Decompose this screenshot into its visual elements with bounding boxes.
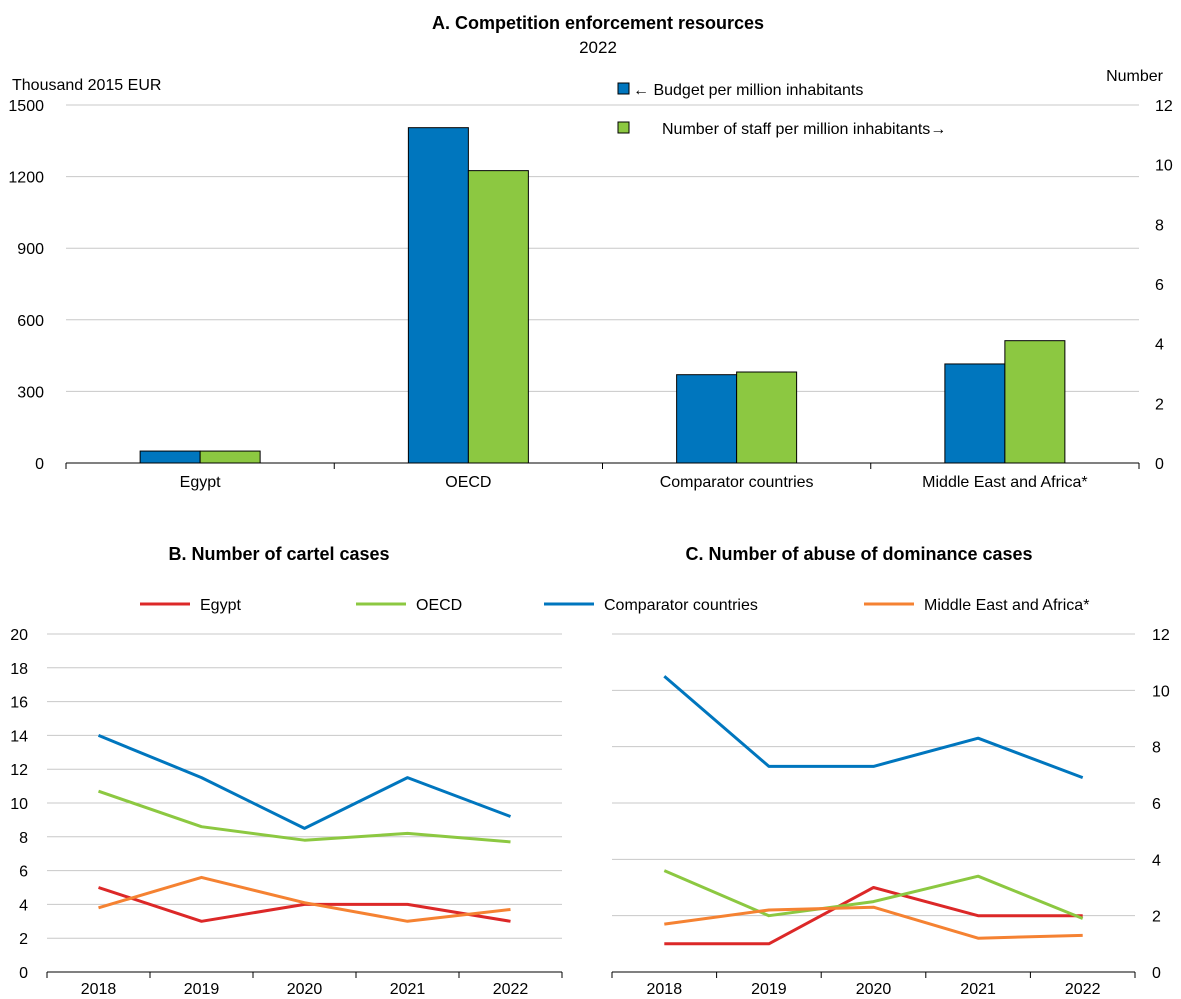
panel-c-tick-label: 2 — [1152, 909, 1161, 926]
panel-a-left-tick-label: 0 — [35, 456, 44, 473]
panel-c-tick-label: 12 — [1152, 627, 1170, 644]
panel-b-x-label: 2019 — [184, 981, 220, 998]
panel-c-tick-label: 0 — [1152, 965, 1161, 982]
legend-label-comparator: Comparator countries — [604, 597, 758, 614]
panel-b-series-comparator-countries — [97, 734, 512, 830]
panel-c-x-label: 2022 — [1065, 981, 1101, 998]
bar-budget — [676, 374, 738, 464]
panel-c-series-oecd — [663, 869, 1084, 920]
bar-budget — [139, 450, 201, 464]
panel-b-x-label: 2020 — [287, 981, 323, 998]
panel-a-left-tick-label: 300 — [17, 384, 44, 401]
panel-c-series-comparator-countries — [663, 675, 1084, 780]
bar-staff — [199, 450, 261, 464]
panel-c-x-label: 2021 — [960, 981, 996, 998]
panel-a-right-tick-label: 10 — [1155, 158, 1173, 175]
panel-a-category-label: Middle East and Africa* — [922, 474, 1087, 491]
panel-a-left-axis-label: Thousand 2015 EUR — [12, 77, 161, 94]
panel-b-title: B. Number of cartel cases — [168, 544, 389, 564]
panel-b-x-label: 2022 — [493, 981, 529, 998]
panel-a-right-tick-label: 0 — [1155, 456, 1164, 473]
panel-c-tick-label: 8 — [1152, 740, 1161, 757]
panel-a-right-axis-label: Number — [1106, 68, 1164, 85]
panel-b-tick-label: 0 — [19, 965, 28, 982]
panel-c-series-middle-east-and-africa- — [664, 905, 1083, 940]
panel-a-right-tick-label: 4 — [1155, 337, 1164, 354]
panel-b-series-middle-east-and-africa- — [98, 875, 511, 923]
panel-a-right-tick-label: 2 — [1155, 396, 1164, 413]
panel-a-right-tick-label: 8 — [1155, 217, 1164, 234]
legend-label-egypt: Egypt — [200, 597, 241, 614]
panel-a-left-tick-label: 1200 — [8, 170, 44, 187]
panel-a-category-label: Egypt — [180, 474, 221, 491]
panel-b-series-oecd — [98, 789, 511, 844]
panel-a-left-tick-label: 900 — [17, 241, 44, 258]
panel-b-tick-label: 10 — [10, 796, 28, 813]
legend-label-staff: Number of staff per million inhabitants→ — [662, 121, 946, 138]
panel-b-tick-label: 18 — [10, 661, 28, 678]
panel-b-tick-label: 4 — [19, 897, 28, 914]
panel-b-tick-label: 8 — [19, 830, 28, 847]
panel-a-right-tick-label: 6 — [1155, 277, 1164, 294]
legend-swatch-budget — [617, 82, 630, 95]
bar-budget — [944, 363, 1006, 464]
legend-swatch-staff — [617, 121, 630, 134]
panel-c-series-egypt — [664, 886, 1083, 946]
panel-a-category-label: OECD — [445, 474, 491, 491]
panel-b-x-label: 2021 — [390, 981, 426, 998]
panel-b-tick-label: 16 — [10, 695, 28, 712]
legend-label-mea: Middle East and Africa* — [924, 597, 1089, 614]
panel-b-series-egypt — [98, 886, 511, 923]
panel-b-x-label: 2018 — [81, 981, 117, 998]
panel-c-tick-label: 4 — [1152, 852, 1161, 869]
panel-a-title: A. Competition enforcement resources — [432, 13, 764, 33]
panel-b-tick-label: 20 — [10, 627, 28, 644]
bar-staff — [1004, 340, 1066, 464]
bar-staff — [736, 371, 798, 464]
panel-c-tick-label: 6 — [1152, 796, 1161, 813]
panel-c-x-label: 2020 — [856, 981, 892, 998]
panel-b-tick-label: 2 — [19, 931, 28, 948]
legend-label-oecd: OECD — [416, 597, 462, 614]
panel-c-x-label: 2018 — [647, 981, 683, 998]
bar-budget — [407, 127, 469, 464]
panel-c-tick-label: 10 — [1152, 683, 1170, 700]
panel-c-x-label: 2019 — [751, 981, 787, 998]
panel-b-tick-label: 14 — [10, 728, 28, 745]
panel-a-left-tick-label: 1500 — [8, 98, 44, 115]
panel-b-tick-label: 6 — [19, 864, 28, 881]
panel-a-category-label: Comparator countries — [660, 474, 814, 491]
panel-a-left-tick-label: 600 — [17, 313, 44, 330]
panel-a-subtitle: 2022 — [579, 38, 617, 57]
legend-label-budget: ← Budget per million inhabitants — [633, 82, 863, 99]
panel-a-right-tick-label: 12 — [1155, 98, 1173, 115]
panel-c-title: C. Number of abuse of dominance cases — [685, 544, 1032, 564]
panel-b-tick-label: 12 — [10, 762, 28, 779]
bar-staff — [467, 170, 529, 464]
